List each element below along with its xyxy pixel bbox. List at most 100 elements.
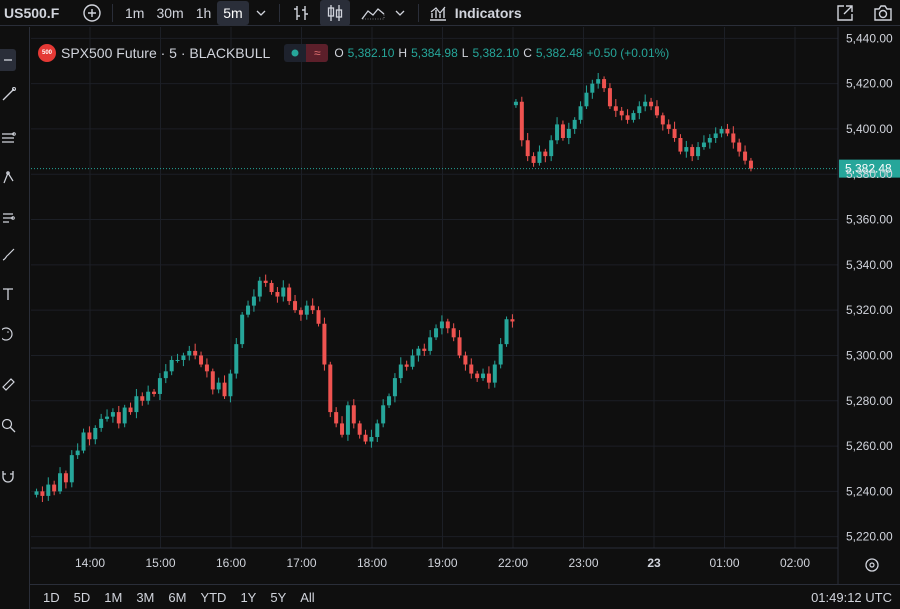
utc-clock[interactable]: 01:49:12 UTC: [811, 590, 892, 605]
range-3m[interactable]: 3M: [136, 589, 155, 605]
candle: [93, 425, 98, 445]
candle: [481, 368, 486, 381]
candle: [310, 298, 315, 315]
candle: [228, 369, 233, 403]
range-1m[interactable]: 1M: [104, 589, 123, 605]
pattern-tool[interactable]: [0, 167, 18, 189]
candle: [69, 450, 74, 488]
range-5y[interactable]: 5Y: [270, 589, 287, 605]
ruler-tool[interactable]: [0, 373, 18, 395]
top-toolbar: US500.F 1m 30m 1h 5m Indicators: [0, 0, 900, 26]
trend-line-tool[interactable]: [0, 83, 18, 105]
candle: [555, 117, 560, 145]
toolbar-divider: [278, 3, 280, 22]
range-ytd[interactable]: YTD: [200, 589, 227, 605]
candle: [257, 276, 262, 302]
candle: [566, 122, 571, 145]
timeframe-dropdown[interactable]: [249, 0, 273, 26]
text-tool[interactable]: [0, 283, 18, 305]
last-price-label: 5,382.48: [845, 162, 892, 176]
candle: [607, 83, 612, 110]
range-1d[interactable]: 1D: [43, 589, 60, 605]
fib-tool[interactable]: [0, 127, 18, 149]
low-key: L: [461, 46, 469, 60]
price-tick-label: 5,420.00: [846, 77, 893, 91]
toolbar-divider: [112, 3, 113, 22]
candle: [643, 94, 648, 112]
candle: [684, 140, 689, 158]
candle: [316, 306, 321, 327]
zoom-tool[interactable]: [0, 415, 18, 437]
timeframe-30m[interactable]: 30m: [156, 4, 184, 21]
candle: [725, 123, 730, 137]
candle: [105, 409, 110, 422]
candle: [537, 145, 542, 166]
time-axis: 14:00 15:00 16:00 17:00 18:00 19:00 22:00 23:00…: [31, 547, 879, 572]
timeframe-1h[interactable]: 1h: [195, 4, 212, 21]
time-tick-label: 15:00: [145, 556, 175, 570]
candle: [269, 280, 274, 295]
data-delay-icon: ≈: [306, 44, 329, 62]
timeframe-1m[interactable]: 1m: [125, 4, 145, 21]
range-6m[interactable]: 6M: [168, 589, 187, 605]
candle: [596, 72, 601, 89]
high-value: 5,384.98: [411, 46, 458, 60]
pattern-icon: [3, 171, 14, 184]
change-value: +0.50 (+0.01%): [586, 46, 670, 60]
range-5d[interactable]: 5D: [73, 589, 91, 605]
trend-line-icon: [2, 87, 16, 101]
candle: [204, 358, 209, 378]
candle: [334, 407, 339, 428]
emoji-tool[interactable]: [0, 323, 18, 345]
low-value: 5,382.10: [472, 46, 520, 60]
candle: [216, 377, 221, 394]
candle: [660, 112, 665, 131]
close-value: 5,382.48: [535, 46, 583, 60]
symbol-search[interactable]: US500.F: [4, 4, 60, 21]
candle: [328, 361, 333, 418]
compare-add-button[interactable]: [78, 0, 106, 26]
candlestick-series: [34, 72, 753, 503]
range-all[interactable]: All: [300, 589, 315, 605]
candle: [666, 119, 671, 134]
area-style-button[interactable]: [358, 0, 388, 26]
candle: [116, 405, 121, 429]
candle: [375, 419, 380, 442]
screenshot-button[interactable]: [868, 0, 898, 26]
indicators-button[interactable]: Indicators: [425, 5, 522, 21]
time-tick-label: 16:00: [216, 556, 246, 570]
candle: [99, 413, 104, 432]
chart-style-dropdown[interactable]: [388, 0, 412, 26]
candle: [690, 144, 695, 162]
price-tick-label: 5,300.00: [846, 348, 893, 362]
magnet-tool[interactable]: [0, 465, 18, 487]
candle: [392, 373, 397, 403]
range-1y[interactable]: 1Y: [240, 589, 257, 605]
candle: [234, 338, 239, 379]
last-price-line: 5,382.48: [31, 159, 900, 178]
market-status-chip[interactable]: ≈: [284, 44, 329, 62]
candle-style-button[interactable]: [319, 0, 350, 26]
candle: [428, 330, 433, 355]
candle: [549, 135, 554, 162]
prediction-tool[interactable]: [0, 207, 18, 229]
candle: [543, 148, 548, 163]
candle: [731, 126, 736, 149]
snapshot-publish-button[interactable]: [830, 0, 860, 26]
brush-tool[interactable]: [0, 243, 18, 265]
legend-title[interactable]: SPX500 Future · 5 · BLACKBULL: [61, 45, 271, 61]
candle: [52, 480, 57, 496]
cursor-tool[interactable]: [0, 49, 16, 71]
time-tick-label: 01:00: [709, 556, 739, 570]
candles-icon: [327, 4, 342, 21]
chevron-down-icon: [395, 10, 405, 16]
candle: [578, 101, 583, 124]
candle: [298, 307, 303, 321]
price-tick-label: 5,440.00: [846, 31, 893, 45]
timeframe-5m[interactable]: 5m: [217, 0, 249, 25]
price-tick-label: 5,400.00: [846, 122, 893, 136]
candle: [463, 351, 468, 371]
high-key: H: [398, 46, 408, 60]
bar-style-button[interactable]: [286, 0, 316, 26]
